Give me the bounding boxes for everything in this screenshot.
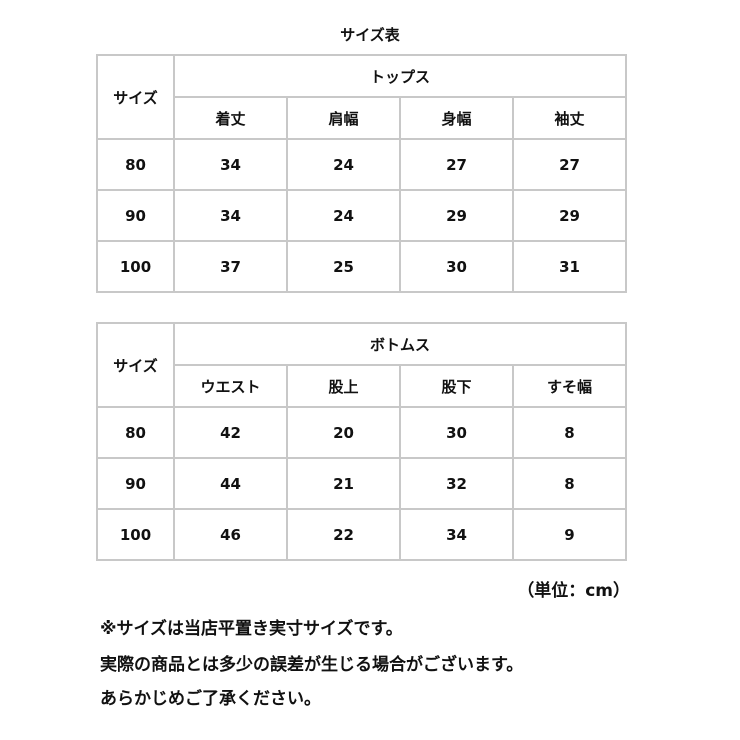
size-header: サイズ bbox=[96, 322, 175, 408]
value-cell: 27 bbox=[512, 138, 627, 191]
size-cell: 90 bbox=[96, 189, 175, 242]
value-cell: 29 bbox=[512, 189, 627, 242]
group-header: ボトムス bbox=[173, 322, 627, 366]
value-cell: 42 bbox=[173, 406, 288, 459]
size-cell: 100 bbox=[96, 508, 175, 561]
column-header: ウエスト bbox=[173, 364, 288, 408]
note-line: ※サイズは当店平置き実寸サイズです。 bbox=[100, 619, 403, 639]
value-cell: 8 bbox=[512, 457, 627, 510]
group-header: トップス bbox=[173, 54, 627, 98]
value-cell: 27 bbox=[399, 138, 514, 191]
value-cell: 34 bbox=[173, 189, 288, 242]
value-cell: 22 bbox=[286, 508, 401, 561]
value-cell: 8 bbox=[512, 406, 627, 459]
page-title: サイズ表 bbox=[340, 26, 400, 44]
column-header: 袖丈 bbox=[512, 96, 627, 140]
value-cell: 31 bbox=[512, 240, 627, 293]
size-cell: 80 bbox=[96, 406, 175, 459]
value-cell: 46 bbox=[173, 508, 288, 561]
table-row: 80 34 24 27 27 bbox=[96, 138, 627, 191]
table-row: 80 42 20 30 8 bbox=[96, 406, 627, 459]
column-header: すそ幅 bbox=[512, 364, 627, 408]
size-header: サイズ bbox=[96, 54, 175, 140]
size-cell: 90 bbox=[96, 457, 175, 510]
table-row: 90 44 21 32 8 bbox=[96, 457, 627, 510]
value-cell: 34 bbox=[399, 508, 514, 561]
table-row: 90 34 24 29 29 bbox=[96, 189, 627, 242]
tops-size-table: サイズ トップス 着丈 肩幅 身幅 袖丈 80 34 24 27 27 90 3… bbox=[96, 54, 627, 293]
column-header: 肩幅 bbox=[286, 96, 401, 140]
value-cell: 20 bbox=[286, 406, 401, 459]
column-header: 着丈 bbox=[173, 96, 288, 140]
note-line: あらかじめご了承ください。 bbox=[100, 689, 321, 709]
value-cell: 44 bbox=[173, 457, 288, 510]
column-header: 股下 bbox=[399, 364, 514, 408]
value-cell: 30 bbox=[399, 240, 514, 293]
value-cell: 9 bbox=[512, 508, 627, 561]
table-row: 100 37 25 30 31 bbox=[96, 240, 627, 293]
value-cell: 21 bbox=[286, 457, 401, 510]
size-cell: 80 bbox=[96, 138, 175, 191]
value-cell: 37 bbox=[173, 240, 288, 293]
table-row: 100 46 22 34 9 bbox=[96, 508, 627, 561]
value-cell: 24 bbox=[286, 138, 401, 191]
bottoms-size-table: サイズ ボトムス ウエスト 股上 股下 すそ幅 80 42 20 30 8 90… bbox=[96, 322, 627, 561]
value-cell: 24 bbox=[286, 189, 401, 242]
value-cell: 34 bbox=[173, 138, 288, 191]
size-cell: 100 bbox=[96, 240, 175, 293]
value-cell: 32 bbox=[399, 457, 514, 510]
column-header: 股上 bbox=[286, 364, 401, 408]
value-cell: 25 bbox=[286, 240, 401, 293]
column-header: 身幅 bbox=[399, 96, 514, 140]
unit-label: （単位：cm） bbox=[517, 581, 630, 601]
value-cell: 29 bbox=[399, 189, 514, 242]
note-line: 実際の商品とは多少の誤差が生じる場合がございます。 bbox=[100, 655, 524, 675]
value-cell: 30 bbox=[399, 406, 514, 459]
